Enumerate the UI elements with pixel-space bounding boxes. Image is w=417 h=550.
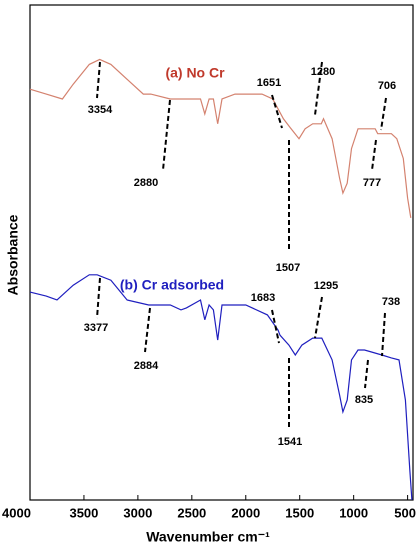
annotation-leader (364, 359, 369, 389)
x-tick-label: 1000 (339, 505, 368, 520)
annotation-leader (271, 94, 283, 129)
annotation: 738 (382, 296, 400, 308)
annotation: 777 (363, 177, 381, 189)
series-line (29, 58, 412, 218)
annotation: 1280 (311, 66, 335, 78)
annotation-leader (380, 97, 387, 131)
annotation: 1683 (251, 292, 275, 304)
annotation: 1295 (314, 280, 338, 292)
x-tick-label: 1500 (285, 505, 314, 520)
x-tick-label: 3500 (69, 505, 98, 520)
annotation: 1651 (257, 77, 281, 89)
x-axis-label: Wavenumber cm⁻¹ (146, 529, 270, 545)
annotation-leader (96, 61, 101, 99)
annotation-leader (162, 99, 171, 171)
annotation: 3377 (84, 322, 108, 334)
x-tick-label: 2000 (231, 505, 260, 520)
annotation-leader (144, 307, 151, 353)
annotation-leader (371, 139, 377, 171)
annotation: 2884 (134, 360, 159, 372)
annotation-leader (314, 296, 323, 339)
y-axis-label: Absorbance (5, 214, 21, 295)
x-tick-label: 4000 (2, 505, 31, 520)
annotation: 706 (378, 80, 396, 92)
x-tick-label: 500 (394, 505, 416, 520)
annotation: 2880 (134, 177, 158, 189)
x-tick-label: 2500 (177, 505, 206, 520)
annotation-leader (314, 61, 323, 116)
plot-frame (29, 4, 414, 501)
series-label: (b) Cr adsorbed (120, 277, 224, 293)
annotation: 3354 (88, 104, 113, 116)
annotation: 835 (355, 394, 373, 406)
annotation: 1507 (276, 262, 300, 274)
series-label: (a) No Cr (165, 65, 225, 81)
annotation-leader (271, 309, 280, 344)
annotation-leader (96, 277, 101, 319)
series-line (29, 274, 413, 501)
annotation-leader (381, 312, 386, 357)
x-tick-label: 3000 (123, 505, 152, 520)
annotation: 1541 (278, 436, 302, 448)
